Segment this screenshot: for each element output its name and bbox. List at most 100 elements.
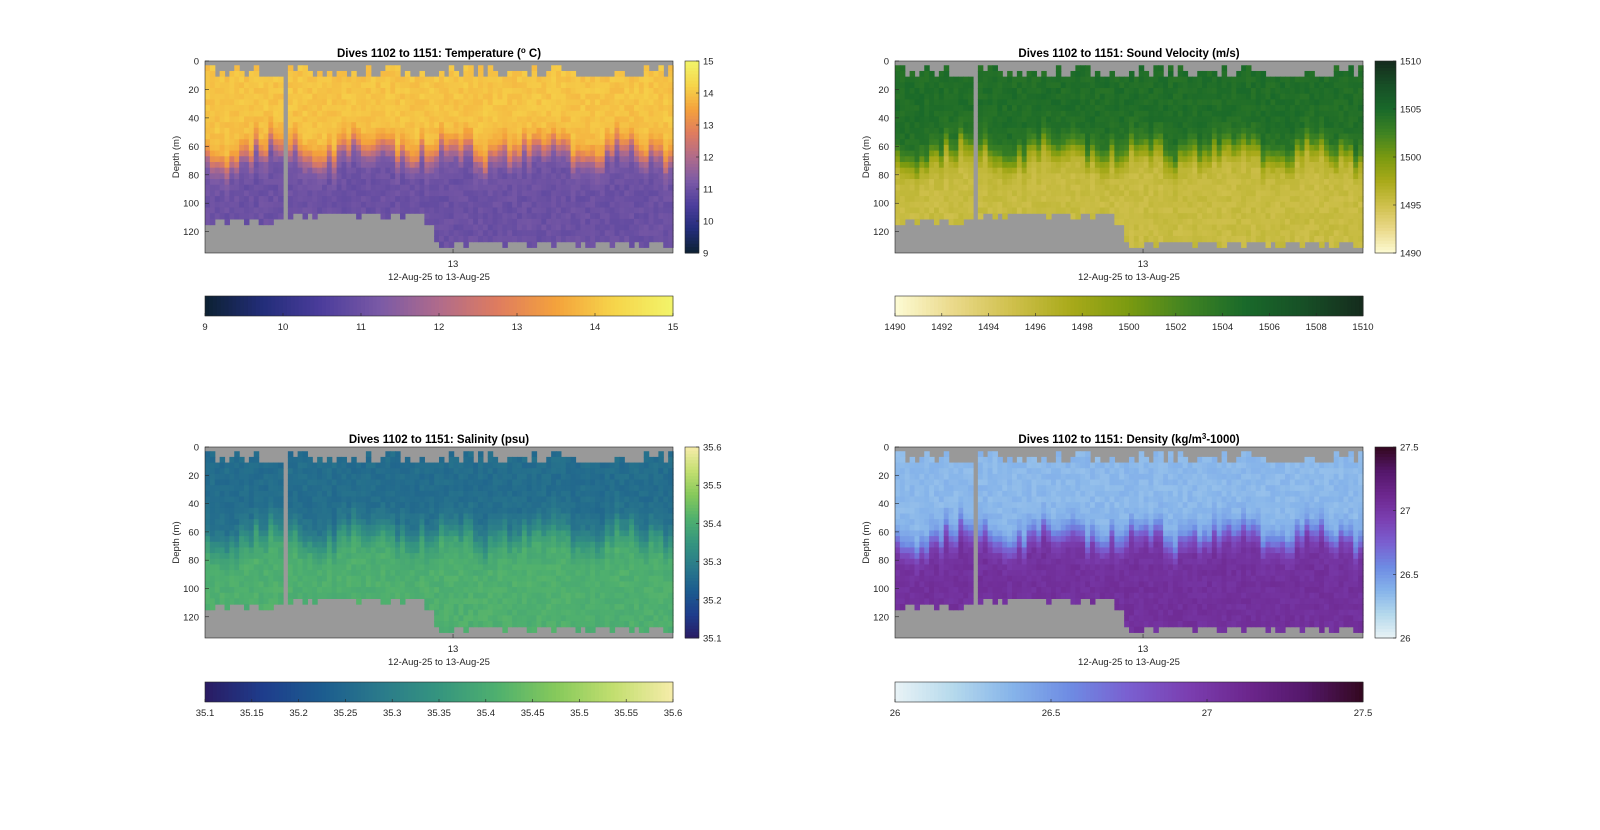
heatmap-cell bbox=[229, 88, 235, 95]
heatmap-cell bbox=[1265, 122, 1271, 129]
heatmap-cell bbox=[307, 93, 313, 100]
heatmap-cell bbox=[1236, 110, 1242, 118]
heatmap-cell bbox=[556, 70, 562, 78]
heatmap-cell bbox=[1060, 161, 1067, 169]
heatmap-cell bbox=[1241, 161, 1247, 169]
heatmap-cell bbox=[468, 156, 474, 163]
heatmap-cell bbox=[958, 167, 964, 174]
heatmap-cell bbox=[609, 110, 616, 118]
heatmap-cell bbox=[643, 230, 650, 237]
colorbar-swatch bbox=[372, 296, 378, 316]
heatmap-cell bbox=[356, 82, 362, 89]
heatmap-cell bbox=[570, 224, 577, 231]
heatmap-cell bbox=[1065, 122, 1072, 129]
heatmap-cell bbox=[229, 70, 235, 78]
heatmap-cell bbox=[643, 82, 650, 89]
heatmap-cell bbox=[619, 116, 625, 123]
heatmap-cell bbox=[1065, 173, 1072, 180]
heatmap-cell bbox=[1124, 179, 1130, 186]
heatmap-cell bbox=[1085, 127, 1091, 135]
heatmap-cell bbox=[1177, 190, 1184, 197]
heatmap-cell bbox=[468, 127, 474, 135]
heatmap-cell bbox=[1114, 184, 1120, 192]
heatmap-cell bbox=[943, 139, 950, 146]
heatmap-cell bbox=[909, 76, 916, 83]
heatmap-cell bbox=[448, 241, 455, 248]
heatmap-cell bbox=[336, 105, 343, 112]
heatmap-cell bbox=[229, 207, 235, 214]
heatmap-cell bbox=[1104, 99, 1111, 106]
heatmap-cell bbox=[963, 99, 969, 106]
heatmap-cell bbox=[648, 201, 655, 209]
heatmap-cell bbox=[248, 93, 255, 100]
heatmap-cell bbox=[356, 150, 362, 157]
heatmap-cell bbox=[1104, 167, 1111, 174]
heatmap-cell bbox=[1182, 218, 1189, 226]
heatmap-cell bbox=[590, 110, 596, 118]
heatmap-cell bbox=[307, 161, 313, 169]
heatmap-cell bbox=[1124, 230, 1130, 237]
heatmap-cell bbox=[1099, 179, 1106, 186]
heatmap-cell bbox=[1114, 150, 1120, 157]
heatmap-cell bbox=[209, 156, 216, 163]
heatmap-cell bbox=[1138, 110, 1145, 118]
heatmap-cell bbox=[1060, 88, 1067, 95]
heatmap-cell bbox=[385, 139, 391, 146]
heatmap-cell bbox=[448, 230, 455, 237]
heatmap-cell bbox=[977, 173, 984, 180]
heatmap-cell bbox=[1148, 76, 1154, 83]
heatmap-cell bbox=[909, 201, 916, 209]
heatmap-cell bbox=[614, 218, 620, 226]
heatmap-cell bbox=[409, 196, 416, 203]
heatmap-cell bbox=[1007, 167, 1013, 174]
heatmap-cell bbox=[536, 196, 542, 203]
heatmap-cell bbox=[614, 76, 620, 83]
heatmap-cell bbox=[258, 93, 265, 100]
heatmap-cell bbox=[229, 105, 235, 112]
colorbar-swatch bbox=[559, 296, 565, 316]
heatmap-cell bbox=[356, 127, 362, 135]
heatmap-cell bbox=[531, 173, 538, 180]
heatmap-cell bbox=[531, 184, 538, 192]
heatmap-cell bbox=[375, 161, 382, 169]
heatmap-cell bbox=[609, 139, 616, 146]
heatmap-cell bbox=[1090, 184, 1096, 192]
heatmap-cell bbox=[1255, 116, 1262, 123]
heatmap-cell bbox=[987, 116, 994, 123]
heatmap-cell bbox=[1241, 167, 1247, 174]
heatmap-cell bbox=[560, 88, 567, 95]
heatmap-cell bbox=[326, 82, 333, 89]
heatmap-cell bbox=[531, 201, 538, 209]
heatmap-cell bbox=[375, 184, 382, 192]
heatmap-cell bbox=[1133, 127, 1140, 135]
heatmap-cell bbox=[1016, 156, 1023, 163]
heatmap-cell bbox=[478, 88, 484, 95]
heatmap-cell bbox=[634, 88, 640, 95]
heatmap-cell bbox=[1031, 139, 1037, 146]
heatmap-cell bbox=[1216, 207, 1223, 214]
heatmap-cell bbox=[934, 150, 940, 157]
heatmap-cell bbox=[653, 88, 659, 95]
colorbar-swatch bbox=[610, 296, 615, 316]
heatmap-cell bbox=[229, 201, 235, 209]
heatmap-cell bbox=[1007, 127, 1013, 135]
heatmap-cell bbox=[507, 184, 513, 192]
heatmap-cell bbox=[356, 184, 362, 192]
heatmap-cell bbox=[634, 224, 640, 231]
heatmap-cell bbox=[492, 156, 499, 163]
heatmap-cell bbox=[512, 235, 518, 243]
heatmap-cell bbox=[1250, 230, 1257, 237]
heatmap-cell bbox=[560, 184, 567, 192]
heatmap-cell bbox=[390, 88, 396, 95]
heatmap-cell bbox=[1187, 122, 1193, 129]
heatmap-cell bbox=[899, 105, 906, 112]
heatmap-cell bbox=[953, 196, 959, 203]
heatmap-cell bbox=[205, 70, 211, 78]
heatmap-cell bbox=[953, 144, 959, 152]
heatmap-cell bbox=[1153, 196, 1159, 203]
heatmap-cell bbox=[1051, 88, 1057, 95]
heatmap-cell bbox=[317, 184, 323, 192]
heatmap-cell bbox=[1070, 179, 1076, 186]
heatmap-cell bbox=[565, 161, 572, 169]
heatmap-cell bbox=[429, 110, 435, 118]
